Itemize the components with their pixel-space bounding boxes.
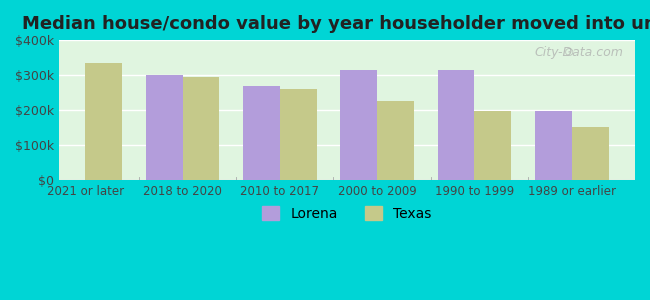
- Bar: [183, 77, 220, 180]
- Bar: [572, 127, 609, 180]
- Bar: [243, 85, 280, 180]
- Bar: [85, 63, 122, 180]
- Bar: [535, 111, 572, 180]
- Bar: [377, 101, 414, 180]
- Bar: [437, 70, 474, 180]
- Bar: [340, 70, 377, 180]
- Bar: [280, 89, 317, 180]
- Title: Median house/condo value by year householder moved into unit: Median house/condo value by year househo…: [22, 15, 650, 33]
- Bar: [474, 111, 512, 180]
- Text: City-Data.com: City-Data.com: [534, 46, 623, 59]
- Text: ⊙: ⊙: [564, 46, 575, 59]
- Bar: [146, 75, 183, 180]
- Legend: Lorena, Texas: Lorena, Texas: [257, 200, 437, 226]
